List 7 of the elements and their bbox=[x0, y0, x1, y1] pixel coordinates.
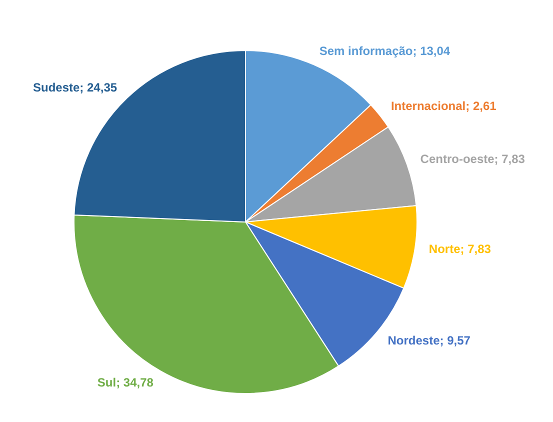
slice-label: Centro-oeste; 7,83 bbox=[420, 152, 526, 166]
slice-label: Sem informação; 13,04 bbox=[319, 44, 450, 58]
slice-label: Norte; 7,83 bbox=[428, 242, 492, 256]
slice-label: Nordeste; 9,57 bbox=[388, 333, 471, 348]
slice-label: Internacional; 2,61 bbox=[390, 99, 497, 114]
slice-label: Sudeste; 24,35 bbox=[33, 80, 118, 94]
slice-label: Sul; 34,78 bbox=[97, 375, 154, 390]
